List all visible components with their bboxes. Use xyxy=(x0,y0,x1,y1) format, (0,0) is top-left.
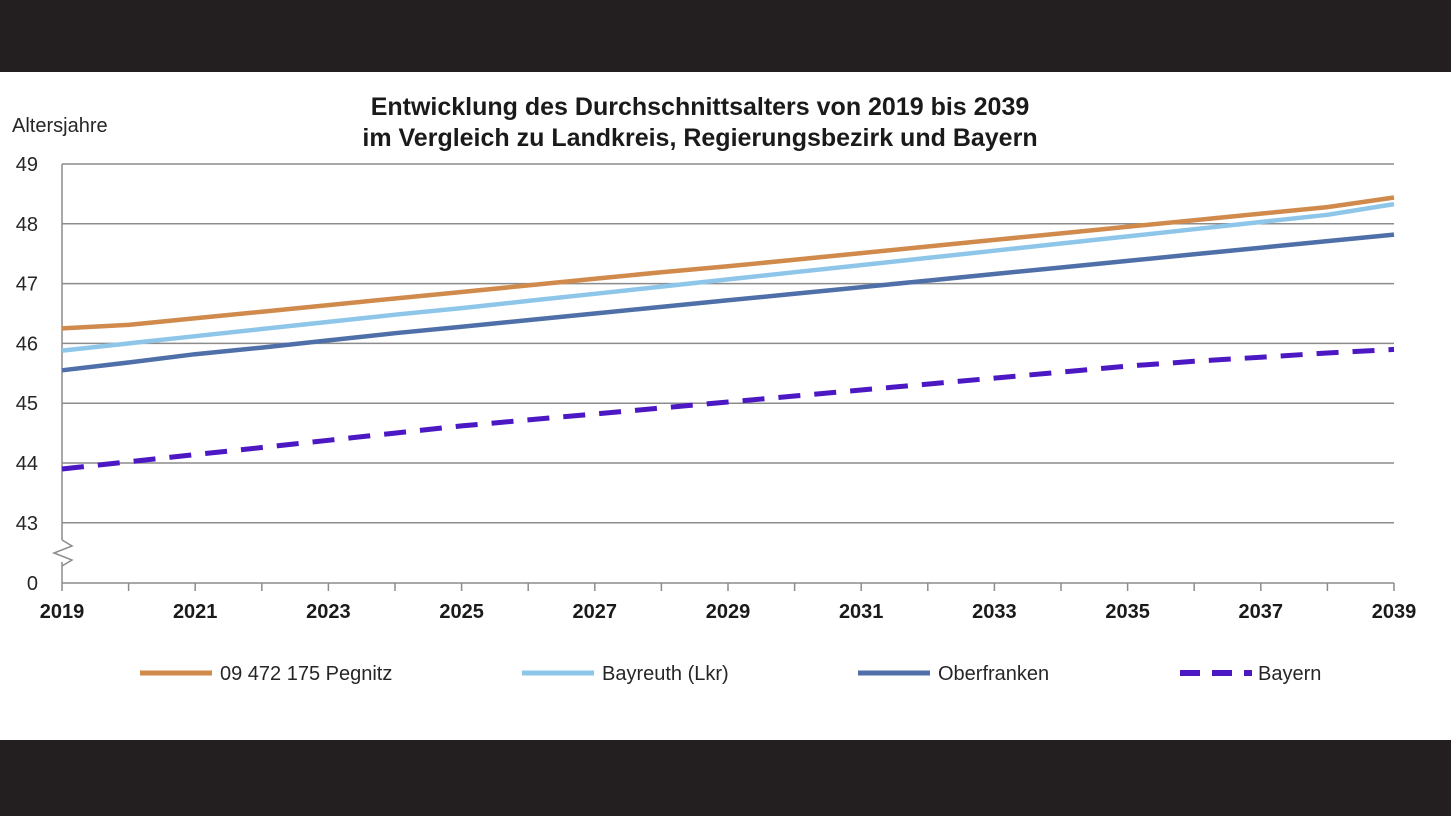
series-lines xyxy=(61,195,1395,472)
legend-label: Oberfranken xyxy=(938,663,1049,685)
axis-break-icon xyxy=(51,539,74,567)
y-tick-label: 45 xyxy=(16,393,38,415)
chart-title-line-2: im Vergleich zu Landkreis, Regierungsbez… xyxy=(362,124,1038,152)
series-line-2 xyxy=(61,201,1395,353)
y-tick-label: 44 xyxy=(16,453,38,475)
x-tick-label: 2021 xyxy=(173,601,218,623)
x-tick-label: 2039 xyxy=(1372,601,1417,623)
y-tick-label: 49 xyxy=(16,154,38,176)
y-tick-label: 48 xyxy=(16,214,38,236)
axes xyxy=(51,164,1395,591)
series-line-3 xyxy=(61,232,1395,373)
legend: 09 472 175 Pegnitz Bayreuth (Lkr) Oberfran… xyxy=(140,663,1321,685)
x-tick-label: 2023 xyxy=(306,601,351,623)
top-letterbox xyxy=(0,0,1451,72)
chart-panel xyxy=(0,72,1451,740)
x-tick-label: 2037 xyxy=(1239,601,1284,623)
legend-label: Bayern xyxy=(1258,663,1321,685)
y-axis-label: Altersjahre xyxy=(12,115,108,137)
x-tick-label: 2025 xyxy=(439,601,484,623)
y-tick-label: 47 xyxy=(16,274,38,296)
series-line-1 xyxy=(61,195,1395,331)
x-tick-label: 2029 xyxy=(706,601,751,623)
x-tick-label: 2033 xyxy=(972,601,1017,623)
x-tick-label: 2031 xyxy=(839,601,884,623)
bottom-letterbox xyxy=(0,740,1451,816)
y-tick-label: 43 xyxy=(16,513,38,535)
y-tick-label: 46 xyxy=(16,333,38,355)
chart-title-line-1: Entwicklung des Durchschnittsalters von … xyxy=(370,93,1030,121)
y-tick-label: 0 xyxy=(27,573,38,595)
gridlines xyxy=(62,163,1394,524)
chart-title: Entwicklung des Durchschnittsalters von … xyxy=(200,92,1200,154)
x-tick-label: 2027 xyxy=(573,601,618,623)
tick-labels: 0 43 44 45 46 47 48 49 2019 2021 2023 2025 2027 2029 2… xyxy=(16,154,1417,623)
series-line-4 xyxy=(61,346,1395,472)
legend-label: 09 472 175 Pegnitz xyxy=(220,663,392,685)
x-tick-label: 2019 xyxy=(40,601,85,623)
legend-label: Bayreuth (Lkr) xyxy=(602,663,729,685)
x-tick-label: 2035 xyxy=(1105,601,1150,623)
